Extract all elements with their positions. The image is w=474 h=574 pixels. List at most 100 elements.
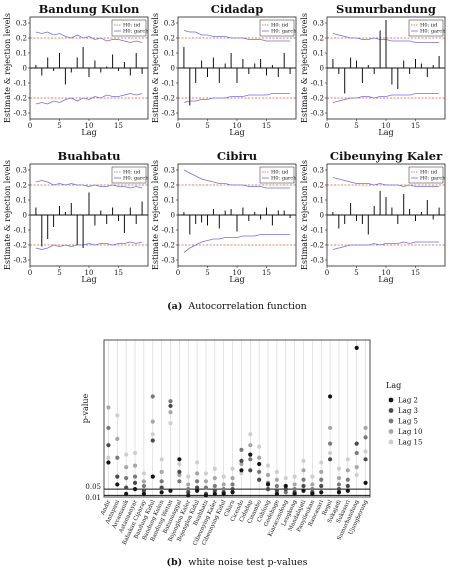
pvalue-point <box>319 469 324 474</box>
garch-lower-line <box>183 93 291 103</box>
pvalue-point <box>195 485 200 490</box>
pvalue-point <box>177 479 182 484</box>
pvalue-point <box>248 452 253 457</box>
pvalue-point <box>150 419 155 424</box>
pvalue-point <box>141 471 146 476</box>
legend-label: H0: garch <box>420 176 446 182</box>
y-tick-label: 0.1 <box>313 196 324 204</box>
y-tick-label: 0.3 <box>164 166 175 174</box>
pvalue-point <box>319 483 324 489</box>
y-tick-label: -0.1 <box>311 226 325 234</box>
x-tick-label: 5 <box>57 269 61 277</box>
pvalue-point <box>132 480 138 485</box>
pvalue-point <box>274 488 279 493</box>
pvalue-chart: 0.050.01p-valueAndirAntapaniArcamanikAst… <box>81 339 422 547</box>
acf-panel: Bandung Kulon -0.3 -0.2 -0.1 0 0.1 0.2 0.3 0 5 10 1… <box>3 2 149 137</box>
x-tick-label: 5 <box>57 122 61 130</box>
pvalue-point <box>274 491 279 496</box>
pvalue-point <box>301 477 306 482</box>
legend-label: H0: iid <box>420 23 438 29</box>
pvalue-point <box>354 450 359 456</box>
y-tick-label: -0.3 <box>311 109 325 117</box>
y-tick-label: 0.2 <box>313 181 324 189</box>
pvalue-point <box>124 485 129 490</box>
pvalue-point <box>274 477 279 482</box>
pvalue-point <box>283 483 288 489</box>
pvalue-point <box>150 432 155 437</box>
pvalue-point <box>124 491 129 496</box>
x-axis-label: Lag <box>229 275 244 284</box>
pvalue-point <box>301 468 306 473</box>
x-axis-label: Lag <box>229 128 244 137</box>
y-tick-label: -0.2 <box>162 241 176 249</box>
pvalue-point <box>248 468 253 473</box>
pvalue-point <box>132 474 138 479</box>
garch-lower-line <box>183 234 291 253</box>
y-tick-label: 0.1 <box>16 49 27 57</box>
y-axis-label: Estimate & rejection levels <box>300 160 309 270</box>
y-tick-label: -0.3 <box>162 109 176 117</box>
legend-label: H0: garch <box>123 176 149 182</box>
pvalue-point <box>106 460 111 465</box>
pvalue-point <box>345 457 350 462</box>
pvalue-point <box>292 491 297 496</box>
acf-panel: Cidadap -0.3 -0.2 -0.1 0 0.1 0.2 0.3 0 5 10 15 Lag Es… <box>151 2 297 137</box>
x-tick-label: 15 <box>262 122 271 130</box>
acf-panel: Cibiru -0.3 -0.2 -0.1 0 0.1 0.2 0.3 0 5 10 15 Lag Est… <box>151 149 297 284</box>
x-tick-label: 5 <box>354 122 358 130</box>
y-tick-label: -0.2 <box>14 94 28 102</box>
y-tick-label: 0.1 <box>313 49 324 57</box>
pvalue-point <box>319 460 324 465</box>
y-tick-label: -0.1 <box>311 79 325 87</box>
x-axis-label: Lag <box>81 275 96 284</box>
pvalue-point <box>195 488 200 493</box>
pvalue-point <box>221 487 226 492</box>
pvalue-point <box>124 465 129 470</box>
garch-lower-line <box>35 93 143 105</box>
y-axis-label: Estimate & rejection levels <box>3 13 12 123</box>
pvalue-point <box>310 482 315 487</box>
legend-label: H0: iid <box>271 170 289 176</box>
y-tick-label: 0.2 <box>16 181 27 189</box>
x-tick-label: 5 <box>205 269 209 277</box>
legend-box <box>408 19 444 37</box>
y-tick-label: 0.1 <box>16 196 27 204</box>
x-tick-label: 0 <box>176 269 180 277</box>
acf-panel: Buahbatu -0.3 -0.2 -0.1 0 0.1 0.2 0.3 0 5 10 15 Lag E… <box>3 149 149 284</box>
pvalue-point <box>106 425 111 431</box>
pvalue-point <box>239 447 244 452</box>
y-tick-label: 0.2 <box>16 34 27 42</box>
pvalue-point <box>274 469 279 474</box>
y-tick-label: -0.2 <box>311 94 325 102</box>
legend-swatch <box>388 408 394 413</box>
panel-title: Sumurbandung <box>336 2 436 16</box>
pvalue-point <box>336 487 342 492</box>
pvalue-point <box>186 493 191 498</box>
legend-label: Lag 3 <box>398 407 418 415</box>
pvalue-point <box>354 441 359 446</box>
pvalue-point <box>141 483 146 489</box>
pvalue-point <box>186 487 191 492</box>
pvalue-point <box>212 491 217 496</box>
pvalue-point <box>230 476 235 481</box>
pvalue-point <box>274 483 279 489</box>
legend-box <box>111 166 147 184</box>
pvalue-point <box>159 479 164 484</box>
pvalue-point <box>124 476 129 481</box>
y-axis-label: Estimate & rejection levels <box>300 13 309 123</box>
legend-box <box>111 19 147 37</box>
y-tick-label: 0 <box>23 64 27 72</box>
y-tick-label: 0.1 <box>164 49 175 57</box>
x-axis-label: Lag <box>378 128 393 137</box>
pvalue-point <box>150 474 155 479</box>
y-tick-label: 0.3 <box>16 166 27 174</box>
x-tick-label: 0 <box>325 122 329 130</box>
acf-panel: Cibeunying Kaler -0.3 -0.2 -0.1 0 0.1 0.2 0.3 0 5… <box>300 149 446 284</box>
y-tick-label: -0.2 <box>311 241 325 249</box>
pvalue-point <box>106 455 111 460</box>
panel-title: Cibiru <box>217 149 257 163</box>
pvalue-point <box>159 469 164 474</box>
y-tick-label: -0.3 <box>311 256 325 264</box>
